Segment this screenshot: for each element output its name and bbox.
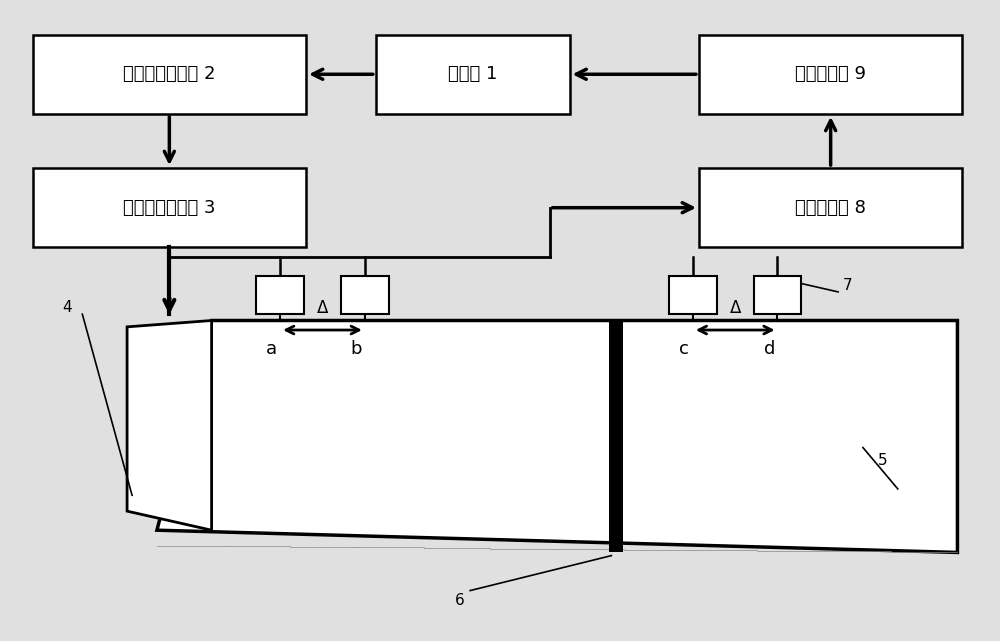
Text: 数据采集卡 9: 数据采集卡 9: [795, 65, 866, 83]
Bar: [699, 35, 962, 114]
Bar: [341, 276, 389, 314]
Bar: [669, 276, 717, 314]
Text: b: b: [351, 340, 362, 358]
Text: 4: 4: [63, 300, 72, 315]
Bar: [699, 168, 962, 247]
Text: 高通滤波器 8: 高通滤波器 8: [795, 199, 866, 217]
Text: 函数信号发生器 2: 函数信号发生器 2: [123, 65, 216, 83]
Text: a: a: [266, 340, 277, 358]
Text: Δ: Δ: [729, 299, 741, 317]
Bar: [256, 276, 304, 314]
Text: 6: 6: [455, 592, 465, 608]
Bar: [754, 276, 801, 314]
Bar: [33, 168, 306, 247]
Text: 7: 7: [843, 278, 853, 293]
Text: 5: 5: [878, 453, 888, 468]
Text: 宽带功率放大器 3: 宽带功率放大器 3: [123, 199, 216, 217]
Bar: [33, 35, 306, 114]
Bar: [376, 35, 570, 114]
Text: d: d: [764, 340, 775, 358]
Text: c: c: [679, 340, 689, 358]
Polygon shape: [157, 320, 957, 553]
Text: 计算机 1: 计算机 1: [448, 65, 497, 83]
Bar: [609, 320, 623, 553]
Text: Δ: Δ: [317, 299, 328, 317]
Polygon shape: [127, 320, 212, 530]
